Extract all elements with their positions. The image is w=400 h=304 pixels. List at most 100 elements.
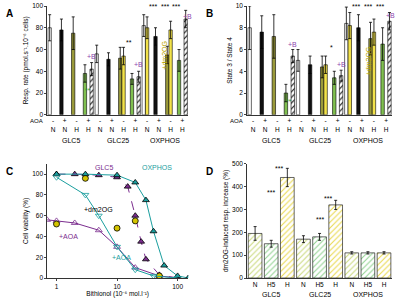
svg-text:A: A <box>6 8 13 19</box>
svg-text:+H: +H <box>384 117 389 132</box>
svg-text:N: N <box>301 281 306 288</box>
svg-text:2: 2 <box>239 89 243 96</box>
svg-text:+B: +B <box>183 13 192 20</box>
svg-text:80: 80 <box>36 24 44 31</box>
svg-text:H5: H5 <box>364 281 373 288</box>
svg-text:Cell viability (%): Cell viability (%) <box>22 198 30 244</box>
svg-text:-H: -H <box>323 117 328 132</box>
svg-text:10: 10 <box>113 283 121 290</box>
svg-text:+dm2OG: +dm2OG <box>365 47 372 76</box>
svg-text:+B: +B <box>288 41 297 48</box>
svg-text:-N: -N <box>299 117 304 132</box>
svg-text:40: 40 <box>36 233 44 240</box>
svg-text:+AOA: +AOA <box>59 233 78 240</box>
svg-text:AOA: AOA <box>30 118 43 124</box>
svg-text:4: 4 <box>239 68 243 75</box>
svg-text:-H: -H <box>121 117 126 132</box>
svg-text:***: *** <box>275 165 283 172</box>
svg-text:OXPHOS: OXPHOS <box>142 164 172 171</box>
svg-text:-N: -N <box>145 117 150 132</box>
svg-text:***: *** <box>376 3 384 10</box>
svg-text:100: 100 <box>172 283 183 290</box>
svg-text:400: 400 <box>232 183 243 190</box>
svg-text:-N: -N <box>98 117 103 132</box>
svg-text:1: 1 <box>55 283 59 290</box>
svg-text:**: ** <box>85 87 91 94</box>
svg-text:OXPHOS: OXPHOS <box>353 291 383 298</box>
svg-text:+B: +B <box>337 61 346 68</box>
svg-text:H5: H5 <box>315 281 324 288</box>
svg-text:0: 0 <box>239 274 243 281</box>
svg-text:+H: +H <box>180 117 185 132</box>
svg-text:0: 0 <box>239 111 243 118</box>
svg-text:***: *** <box>364 3 372 10</box>
svg-text:+N: +N <box>263 117 268 132</box>
svg-text:GLC25: GLC25 <box>107 137 129 144</box>
svg-text:-H: -H <box>168 117 173 132</box>
svg-text:dm2OG-induced resp. increase (: dm2OG-induced resp. increase (%) <box>222 170 230 272</box>
svg-text:+dm2OG: +dm2OG <box>84 206 113 213</box>
svg-text:B: B <box>206 8 213 19</box>
svg-text:***: *** <box>316 216 324 223</box>
svg-text:40: 40 <box>36 68 44 75</box>
svg-text:-H: -H <box>275 117 280 132</box>
svg-text:N: N <box>349 281 354 288</box>
svg-text:GLC25: GLC25 <box>309 291 331 298</box>
svg-text:-N: -N <box>51 117 56 132</box>
svg-text:60: 60 <box>36 212 44 219</box>
svg-text:10: 10 <box>236 2 244 9</box>
svg-text:***: *** <box>267 189 275 196</box>
svg-text:+H: +H <box>86 117 91 132</box>
svg-text:***: *** <box>352 3 360 10</box>
svg-text:GLC25: GLC25 <box>309 137 331 144</box>
svg-text:H: H <box>285 281 290 288</box>
svg-text:6: 6 <box>239 46 243 53</box>
svg-text:+dm2OG: +dm2OG <box>161 41 168 70</box>
svg-text:***: *** <box>161 3 169 10</box>
svg-text:+AOA: +AOA <box>112 254 131 261</box>
svg-text:GLC5: GLC5 <box>262 291 280 298</box>
svg-text:80: 80 <box>36 191 44 198</box>
svg-text:+H: +H <box>287 117 292 132</box>
svg-text:20: 20 <box>36 89 44 96</box>
svg-text:+H: +H <box>133 117 138 132</box>
svg-text:100: 100 <box>232 251 243 258</box>
svg-text:D: D <box>206 166 213 177</box>
svg-text:+N: +N <box>311 117 316 132</box>
svg-text:300: 300 <box>232 206 243 213</box>
svg-text:-H: -H <box>372 117 377 132</box>
svg-text:***: *** <box>149 3 157 10</box>
svg-text:+H: +H <box>335 117 340 132</box>
svg-text:100: 100 <box>32 2 43 9</box>
svg-text:H5: H5 <box>267 281 276 288</box>
svg-text:200: 200 <box>232 229 243 236</box>
svg-text:***: *** <box>172 3 180 10</box>
svg-text:H: H <box>333 281 338 288</box>
svg-text:***: *** <box>324 195 332 202</box>
svg-text:AOA: AOA <box>230 118 243 124</box>
svg-text:+N: +N <box>156 117 161 132</box>
svg-text:GLC5: GLC5 <box>262 137 280 144</box>
svg-text:+N: +N <box>360 117 365 132</box>
svg-text:State 3 / State 4: State 3 / State 4 <box>226 37 233 84</box>
svg-text:GLC5: GLC5 <box>62 137 80 144</box>
svg-text:*: * <box>330 44 333 51</box>
svg-text:Resp. rate (pmol.s⁻¹.10⁻⁶ cell: Resp. rate (pmol.s⁻¹.10⁻⁶ cells) <box>22 16 30 104</box>
svg-text:-H: -H <box>74 117 79 132</box>
svg-text:C: C <box>6 166 13 177</box>
svg-text:**: ** <box>286 98 292 105</box>
svg-text:+N: +N <box>62 117 67 132</box>
svg-text:100: 100 <box>32 170 43 177</box>
svg-text:Bithionol (10⁻⁶ mol.l⁻¹): Bithionol (10⁻⁶ mol.l⁻¹) <box>86 290 149 298</box>
svg-text:0: 0 <box>39 111 43 118</box>
svg-text:GLC5: GLC5 <box>95 164 113 171</box>
svg-text:8: 8 <box>239 24 243 31</box>
svg-text:-N: -N <box>347 117 352 132</box>
svg-text:+B: +B <box>386 12 395 19</box>
svg-text:500: 500 <box>232 160 243 167</box>
svg-text:H: H <box>382 281 387 288</box>
svg-text:OXPHOS: OXPHOS <box>150 137 180 144</box>
svg-text:0: 0 <box>39 274 43 281</box>
svg-text:OXPHOS: OXPHOS <box>353 137 383 144</box>
svg-text:60: 60 <box>36 46 44 53</box>
